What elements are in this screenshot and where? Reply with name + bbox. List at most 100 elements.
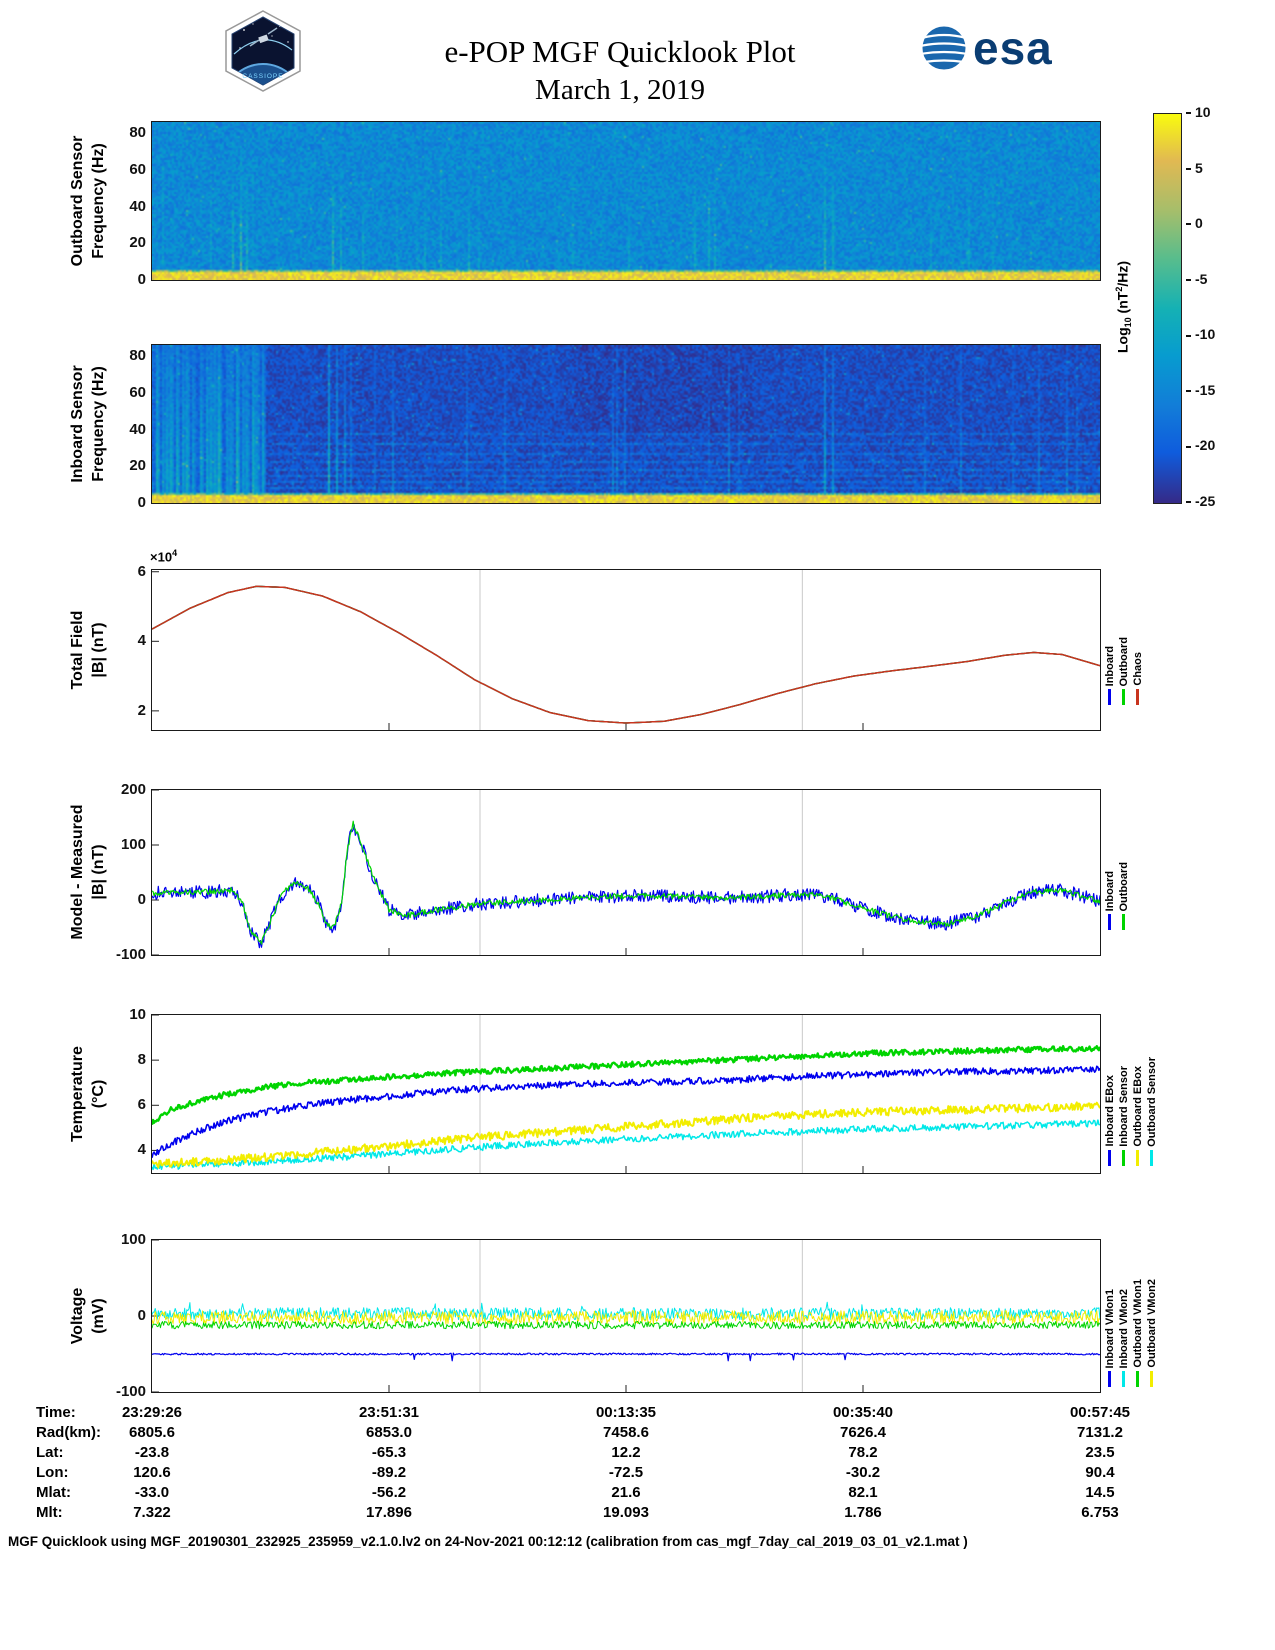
ylabel-line: Inboard Sensor <box>69 365 86 483</box>
table-value: 00:35:40 <box>832 1404 894 1421</box>
table-row-label: Mlt: <box>36 1504 63 1521</box>
inboard-spectrogram-yticks: 80 60 40 20 0 <box>106 345 146 511</box>
colorbar-label-part: 2 <box>1113 286 1124 292</box>
table-value: -56.2 <box>371 1484 407 1501</box>
table-value: -89.2 <box>371 1464 407 1481</box>
colorbar-tick-label: 10 <box>1186 104 1211 120</box>
y-tick-label: 4 <box>137 1141 146 1159</box>
y-tick-label: 0 <box>137 271 146 288</box>
table-row-label: Time: <box>36 1404 76 1421</box>
legend-item: Inboard <box>1103 646 1116 705</box>
legend-label: Outboard <box>1117 636 1130 687</box>
y-tick-label: 4 <box>137 632 146 650</box>
table-row-label: Lon: <box>36 1464 69 1481</box>
y-tick-label: 20 <box>129 457 146 475</box>
table-value: 82.1 <box>848 1484 878 1501</box>
colorbar-label-part: /Hz) <box>1114 260 1131 287</box>
table-value: -65.3 <box>371 1444 407 1461</box>
table-row-label: Rad(km): <box>36 1424 102 1441</box>
y-tick-label: 80 <box>129 124 146 142</box>
y-tick-label: 40 <box>129 197 146 215</box>
colorbar-tick-label: -20 <box>1186 437 1215 453</box>
total-field-yticks: 6 4 2 <box>106 563 146 730</box>
esa-wordmark: esa <box>973 22 1053 74</box>
y-tick-label: 60 <box>129 160 146 178</box>
legend-label: Inboard <box>1103 645 1116 686</box>
ylabel-total-field: Total Field |B| (nT) <box>67 611 109 690</box>
voltage-plot <box>152 1240 1100 1392</box>
colorbar-tick-label: -25 <box>1186 493 1215 509</box>
table-value: 17.896 <box>366 1504 412 1521</box>
ylabel-line: Outboard Sensor <box>69 135 86 267</box>
legend-model-measured: Inboard Outboard <box>1103 789 1130 956</box>
colorbar-tick-label: 5 <box>1186 160 1203 176</box>
voltage-panel <box>151 1239 1101 1393</box>
legend-item: Inboard <box>1103 871 1116 930</box>
y-tick-label: 0 <box>137 494 146 511</box>
colorbar-tick-label: 0 <box>1186 215 1203 231</box>
outboard-spectrogram-yticks: 80 60 40 20 0 <box>106 122 146 288</box>
table-value: 6805.6 <box>129 1424 175 1441</box>
legend-label: Outboard <box>1117 861 1130 912</box>
table-value: 12.2 <box>611 1444 641 1461</box>
legend-label: Inboard <box>1103 870 1116 911</box>
ylabel-line: Total Field <box>69 610 86 690</box>
table-value: 1.786 <box>844 1504 882 1521</box>
colorbar-label-part: 10 <box>1123 317 1134 328</box>
legend-color-dash <box>1136 689 1139 705</box>
outboard-spectrogram-panel <box>151 121 1101 281</box>
model-measured-yticks: 200 100 0 -100 <box>106 781 146 963</box>
exponent-power: 4 <box>172 548 178 558</box>
legend-color-dash <box>1108 689 1111 705</box>
model-measured-panel <box>151 789 1101 956</box>
legend-color-dash <box>1150 1150 1153 1166</box>
y-tick-label: 60 <box>129 383 146 401</box>
legend-color-dash <box>1108 1371 1111 1387</box>
table-value: 23.5 <box>1085 1444 1115 1461</box>
y-tick-label: 8 <box>137 1051 146 1069</box>
model-measured-plot <box>152 790 1100 955</box>
table-value: 6853.0 <box>366 1424 412 1441</box>
y-tick-label: 0 <box>137 1307 146 1324</box>
voltage-yticks: 100 0 -100 <box>106 1231 146 1400</box>
legend-total-field: Inboard Outboard Chaos <box>1103 569 1144 731</box>
y-tick-label: 2 <box>137 701 146 719</box>
legend-label: Inboard Sensor <box>1117 1066 1130 1147</box>
table-value: 00:13:35 <box>595 1404 657 1421</box>
ylabel-line: Voltage <box>69 1287 86 1345</box>
legend-item: Inboard VMon1 <box>1103 1289 1116 1387</box>
legend-item: Outboard VMon1 <box>1131 1279 1144 1387</box>
total-field-plot <box>152 570 1100 730</box>
legend-temperature: Inboard EBox Inboard Sensor Outboard EBox O… <box>1103 1014 1158 1174</box>
table-value: 7626.4 <box>840 1424 886 1441</box>
outboard-spectrogram-image <box>152 122 1100 280</box>
y-tick-label: 40 <box>129 420 146 438</box>
colorbar <box>1153 113 1182 504</box>
colorbar-label-part: Log <box>1114 327 1131 354</box>
table-row-label: Lat: <box>36 1444 64 1461</box>
colorbar-ticks: 10 5 0 -5 -10 -15 -20 -25 <box>1186 104 1238 509</box>
legend-color-dash <box>1108 1150 1111 1166</box>
table-value: 00:57:45 <box>1069 1404 1131 1421</box>
table-row-label: Mlat: <box>36 1484 71 1501</box>
ylabel-inboard-spectrogram: Inboard Sensor Frequency (Hz) <box>67 365 109 482</box>
table-value: 7458.6 <box>603 1424 649 1441</box>
legend-item: Outboard Sensor <box>1145 1057 1158 1166</box>
legend-label: Inboard VMon2 <box>1117 1288 1130 1368</box>
temperature-yticks: 10 8 6 4 <box>106 1006 146 1173</box>
ylabel-voltage: Voltage (mV) <box>67 1288 109 1345</box>
y-tick-label: -100 <box>115 1383 146 1400</box>
y-tick-label: 6 <box>137 1096 146 1114</box>
colorbar-label-part: (nT <box>1114 291 1131 318</box>
cassiope-logo-icon: CASSIOPE <box>225 10 301 92</box>
table-value: -33.0 <box>134 1484 170 1501</box>
page-date: March 1, 2019 <box>535 74 705 106</box>
colorbar-label: Log10 (nT2/Hz) <box>1109 261 1139 353</box>
table-value: 23:29:26 <box>121 1404 183 1421</box>
legend-item: Inboard EBox <box>1103 1075 1116 1166</box>
temperature-plot <box>152 1015 1100 1173</box>
y-tick-label: 6 <box>137 562 146 580</box>
colorbar-tick-label: -15 <box>1186 382 1215 398</box>
legend-voltage: Inboard VMon1 Inboard VMon2 Outboard VMon1… <box>1103 1239 1158 1393</box>
legend-color-dash <box>1122 689 1125 705</box>
